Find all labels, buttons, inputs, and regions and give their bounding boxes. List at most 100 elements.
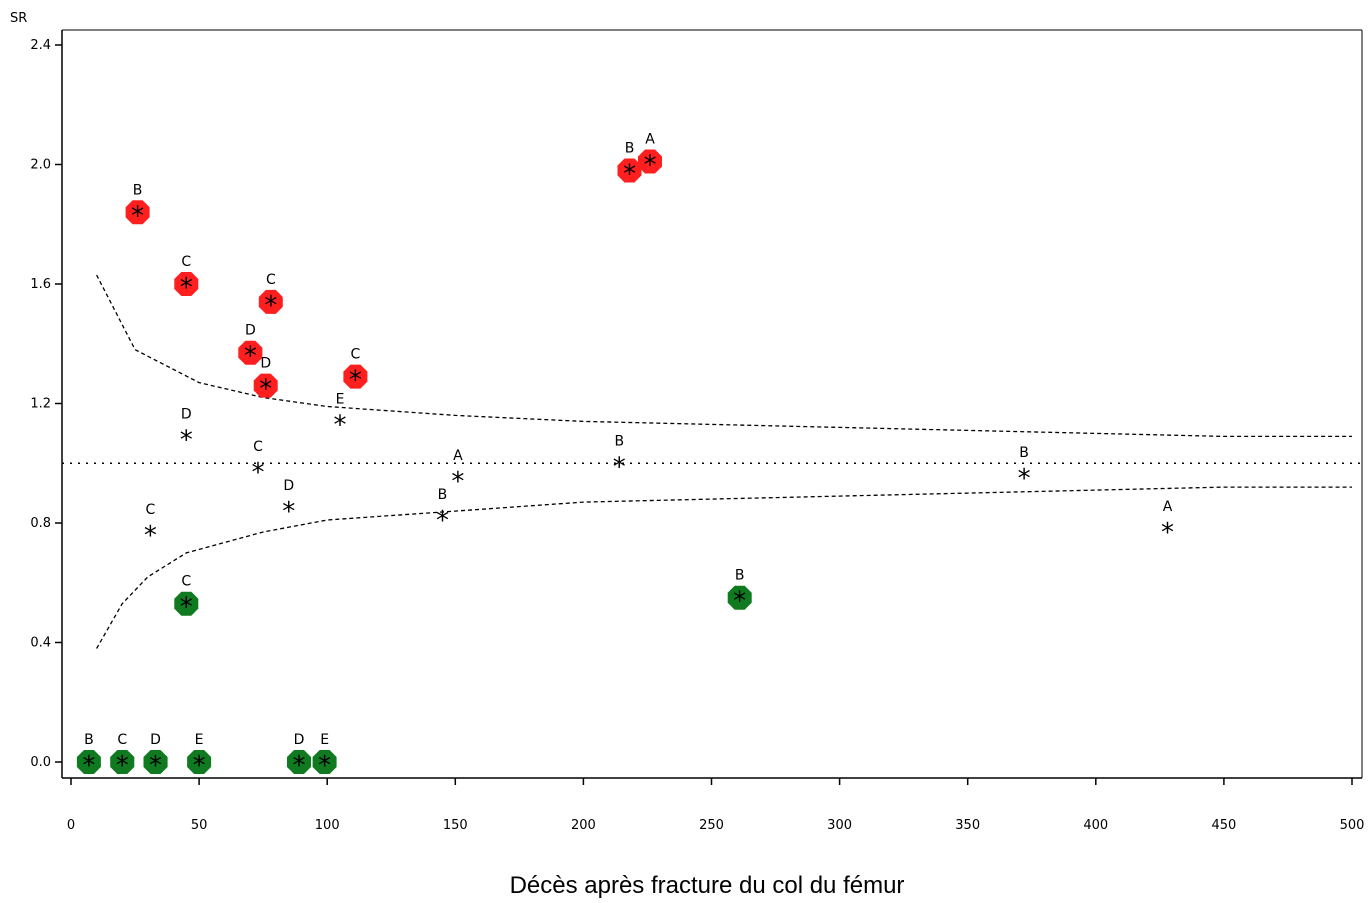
- high-outlier-marker: [238, 340, 263, 365]
- point-label: D: [283, 478, 294, 494]
- high-outlier-marker: [258, 289, 283, 314]
- data-point: *E: [334, 391, 347, 440]
- point-label: E: [320, 732, 329, 748]
- point-label: B: [735, 568, 745, 584]
- data-point: *E: [312, 732, 337, 781]
- star-marker: *: [252, 458, 265, 488]
- data-point: *C: [258, 272, 283, 321]
- star-marker: *: [180, 593, 193, 623]
- low-outlier-marker: [76, 750, 101, 774]
- plot-frame: [61, 29, 1363, 779]
- x-tick-label: 450: [1211, 818, 1236, 833]
- data-point: *A: [451, 448, 464, 497]
- point-label: D: [245, 323, 256, 339]
- point-label: C: [181, 254, 191, 270]
- data-point: *D: [143, 732, 168, 781]
- y-tick-label: 0.8: [30, 516, 51, 531]
- y-tick-label: 0.0: [30, 755, 51, 770]
- point-label: C: [266, 272, 276, 288]
- y-axis-ticks: 0.0 0.4 0.8 1.2 1.6 2.0 2.4: [30, 38, 62, 770]
- point-label: B: [133, 182, 143, 198]
- star-marker: *: [282, 497, 295, 527]
- data-point: *B: [76, 732, 101, 781]
- data-point: *B: [727, 568, 752, 617]
- upper-control-limit: [96, 274, 1352, 438]
- data-point: *B: [1018, 445, 1031, 494]
- data-point: *B: [436, 487, 449, 536]
- star-marker: *: [733, 587, 746, 617]
- lower-control-limit: [96, 486, 1352, 649]
- point-label: B: [84, 732, 94, 748]
- point-label: E: [336, 391, 345, 407]
- low-outlier-marker: [174, 591, 199, 616]
- star-marker: *: [334, 410, 347, 440]
- low-outlier-marker: [187, 750, 212, 774]
- data-point: *D: [253, 356, 278, 405]
- high-outlier-marker: [174, 272, 199, 296]
- star-marker: *: [613, 452, 626, 482]
- point-label: C: [146, 502, 156, 518]
- low-outlier-marker: [287, 750, 311, 774]
- x-tick-label: 500: [1340, 818, 1365, 833]
- data-point: *B: [125, 182, 150, 231]
- high-outlier-marker: [253, 373, 278, 398]
- high-outlier-marker: [343, 364, 368, 389]
- low-outlier-marker: [312, 750, 337, 774]
- star-marker: *: [116, 751, 129, 781]
- low-outlier-marker: [143, 750, 168, 774]
- data-point: *B: [617, 140, 642, 189]
- data-point: *C: [174, 574, 199, 623]
- star-marker: *: [82, 751, 95, 781]
- star-marker: *: [259, 375, 272, 405]
- x-tick-label: 200: [571, 818, 596, 833]
- point-label: D: [181, 406, 192, 422]
- y-tick-label: 1.6: [30, 277, 51, 292]
- data-point: *E: [187, 732, 212, 781]
- star-marker: *: [144, 521, 157, 551]
- point-label: A: [645, 132, 655, 148]
- x-tick-label: 300: [827, 818, 852, 833]
- star-marker: *: [180, 425, 193, 455]
- point-label: B: [1019, 445, 1029, 461]
- point-label: C: [117, 732, 127, 748]
- x-tick-label: 250: [699, 818, 724, 833]
- star-marker: *: [623, 159, 636, 189]
- point-label: A: [1163, 499, 1173, 515]
- point-label: D: [260, 356, 271, 372]
- x-tick-label: 350: [955, 818, 980, 833]
- x-axis-title: Décès après fracture du col du fémur: [510, 872, 905, 899]
- point-label: D: [294, 732, 305, 748]
- point-label: B: [625, 140, 635, 156]
- data-point: *B: [613, 433, 626, 482]
- star-marker: *: [644, 151, 657, 181]
- star-marker: *: [264, 291, 277, 321]
- data-point: *D: [287, 732, 311, 781]
- data-point: *C: [174, 254, 199, 303]
- data-point: *D: [180, 406, 193, 455]
- star-marker: *: [436, 506, 449, 536]
- low-outlier-marker: [727, 585, 752, 610]
- point-label: C: [350, 347, 360, 363]
- star-marker: *: [131, 201, 144, 231]
- y-tick-label: 2.0: [30, 158, 51, 173]
- high-outlier-marker: [125, 200, 150, 225]
- star-marker: *: [193, 751, 206, 781]
- data-point: *A: [638, 132, 662, 181]
- x-tick-label: 400: [1083, 818, 1108, 833]
- data-point: *C: [110, 732, 135, 781]
- y-tick-label: 2.4: [30, 38, 51, 53]
- high-outlier-marker: [617, 158, 642, 183]
- data-point: *C: [144, 502, 157, 551]
- star-marker: *: [293, 751, 306, 781]
- star-marker: *: [1161, 518, 1174, 548]
- y-tick-label: 1.2: [30, 397, 51, 412]
- data-points: *B*C*D*E*D*E*C*B*B*C*C*D*D*C*B*A*D*C*D*C…: [76, 132, 1174, 781]
- x-axis-ticks: 0 50 100 150 200 250 300 350 400 450 500: [67, 778, 1365, 833]
- x-tick-label: 100: [315, 818, 340, 833]
- low-outlier-marker: [110, 750, 135, 774]
- x-tick-label: 150: [443, 818, 468, 833]
- x-tick-label: 0: [67, 818, 75, 833]
- star-marker: *: [1018, 464, 1031, 494]
- x-tick-label: 50: [191, 818, 208, 833]
